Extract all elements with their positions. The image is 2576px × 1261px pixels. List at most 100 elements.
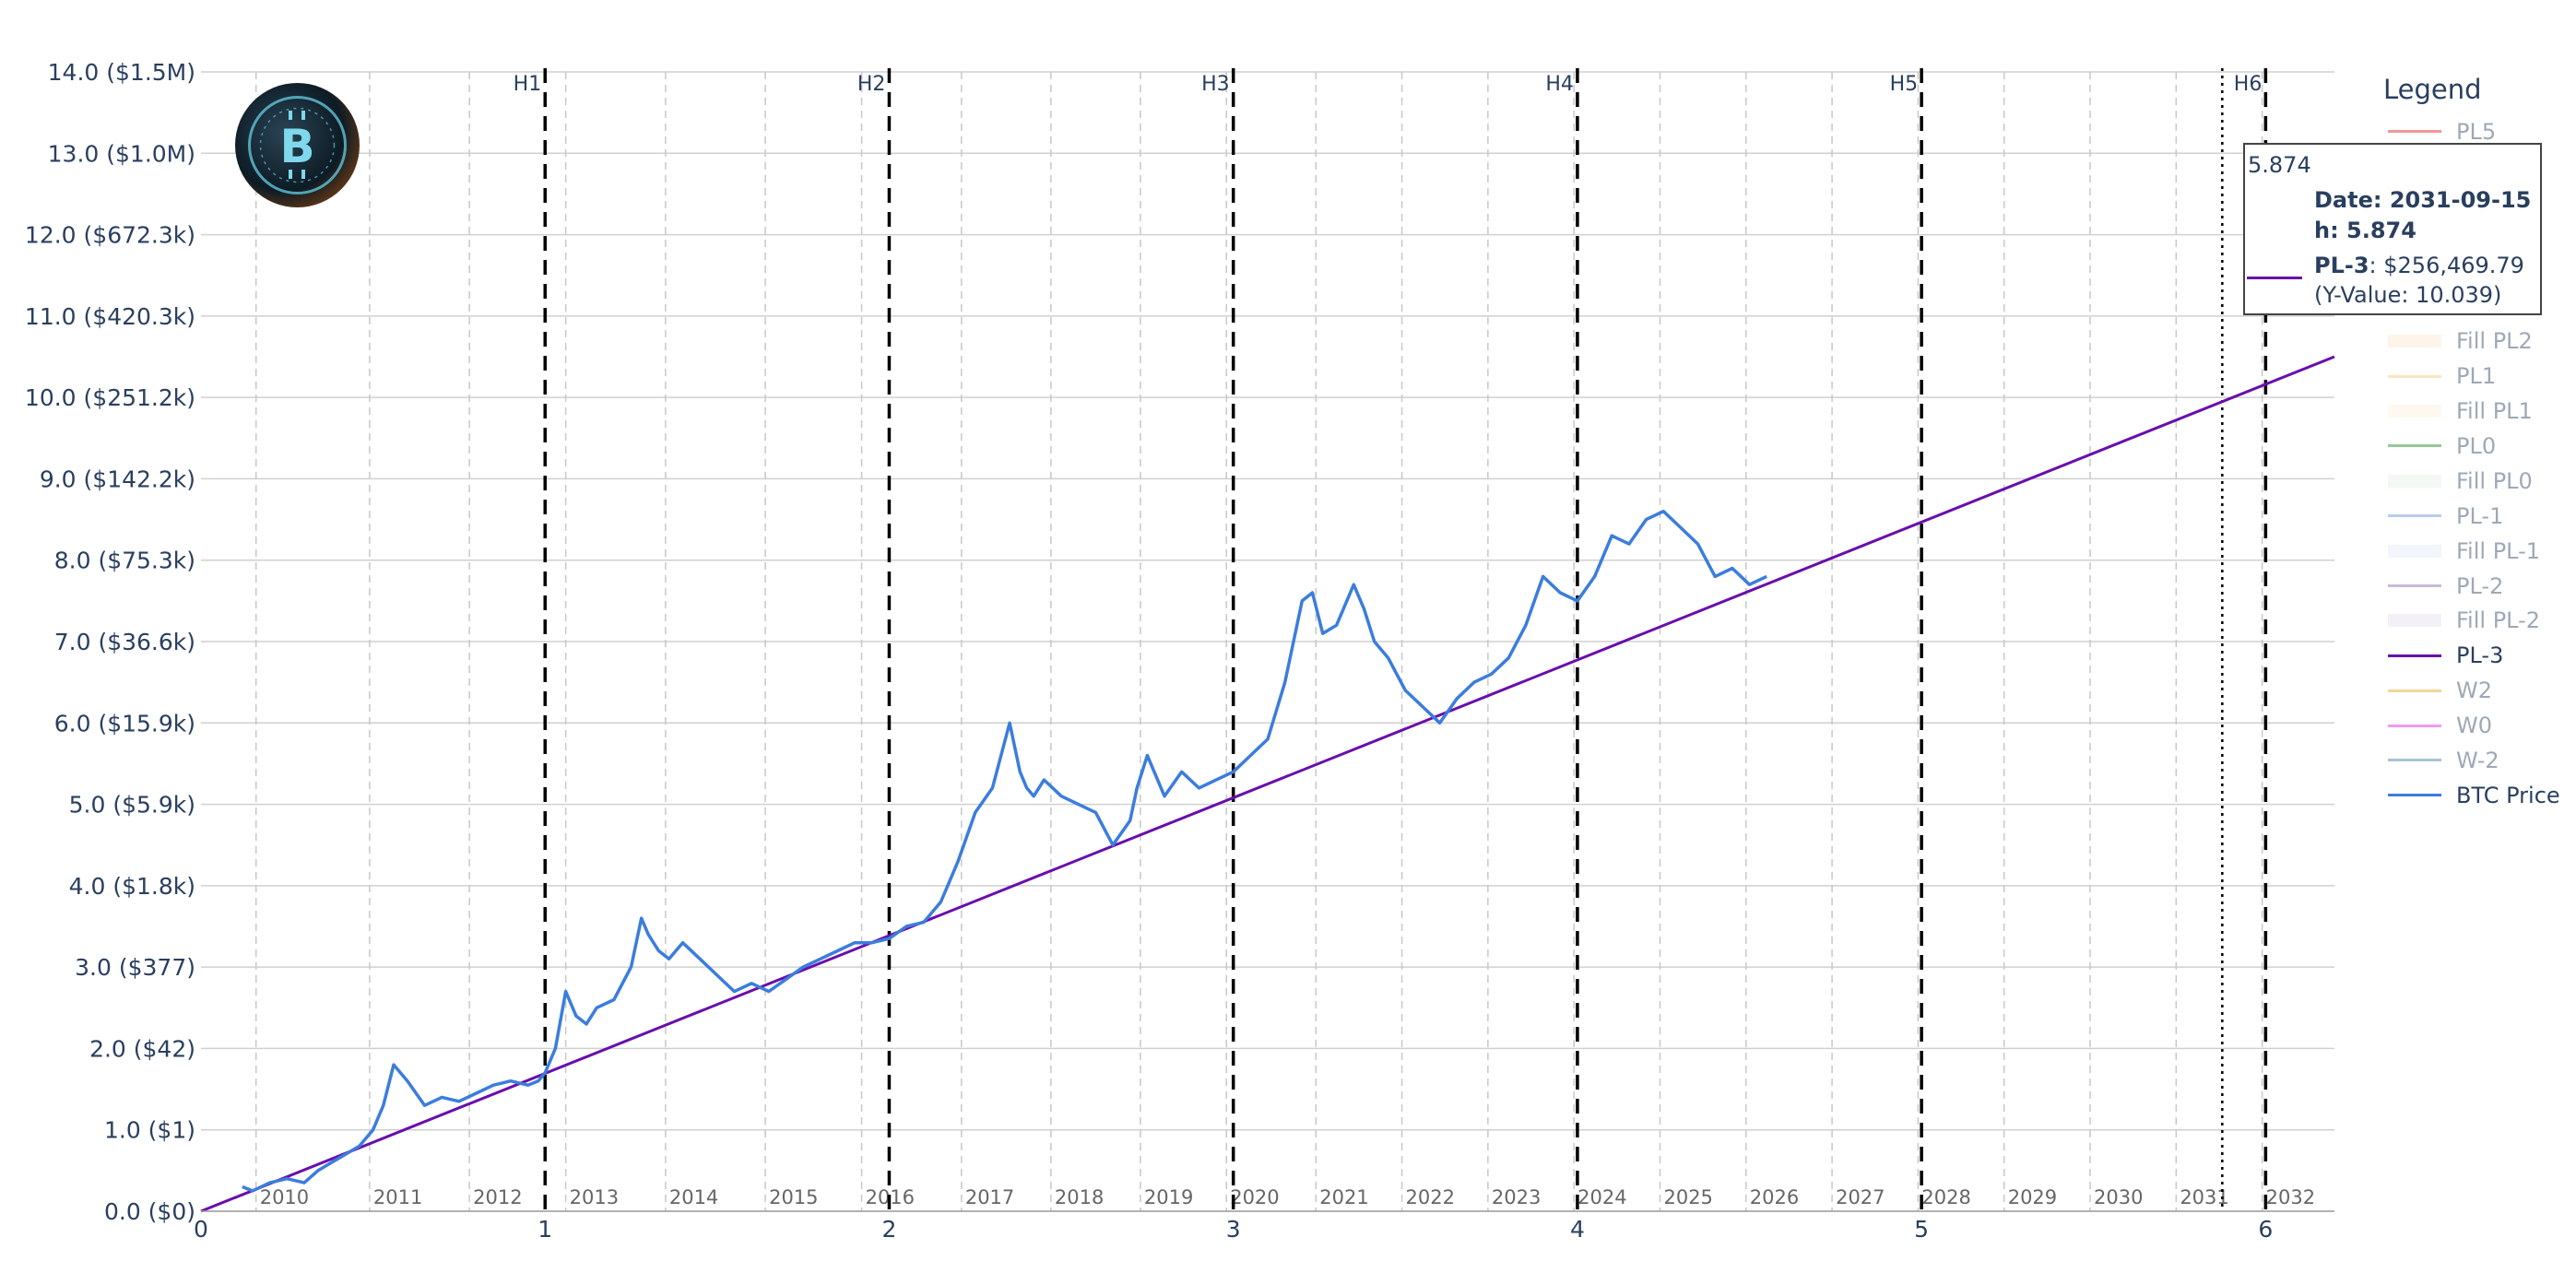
year-tick-label-22: 2032 (2266, 1186, 2315, 1208)
x-tick-label-3: 3 (1226, 1216, 1241, 1243)
legend-item-fill-pl0[interactable]: Fill PL0 (2383, 464, 2572, 499)
year-tick-label-9: 2019 (1144, 1186, 1193, 1208)
x-tick-label-5: 5 (1914, 1216, 1929, 1243)
legend-label: PL-2 (2456, 572, 2504, 599)
year-tick-label-15: 2025 (1663, 1186, 1712, 1208)
btc-price-line (242, 509, 1767, 1193)
legend-item-fill-pl1[interactable]: Fill PL1 (2383, 394, 2572, 429)
legend-swatch (2388, 130, 2441, 134)
legend-swatch (2388, 514, 2441, 518)
legend-swatch (2388, 544, 2441, 558)
tooltip-date: Date: 2031-09-15 (2314, 187, 2532, 213)
legend-swatch (2388, 724, 2441, 727)
year-tick-label-21: 2031 (2180, 1186, 2228, 1208)
tooltip-series-swatch (2247, 277, 2302, 279)
x-tick-label-2: 2 (881, 1216, 896, 1243)
halving-label-6: H6 (2234, 73, 2263, 96)
hover-tooltip: 5.874 Date: 2031-09-15 h: 5.874 PL-3: $2… (2243, 143, 2542, 315)
year-tick-label-0: 2010 (260, 1186, 309, 1208)
legend-label: Fill PL-2 (2456, 607, 2541, 634)
legend-label: PL-3 (2456, 642, 2504, 669)
y-tick-label-5: 5.0 ($5.9k) (69, 792, 195, 819)
y-tick-label-6: 6.0 ($15.9k) (54, 710, 195, 737)
legend-swatch (2388, 374, 2441, 378)
legend-item-fill-pl2[interactable]: Fill PL2 (2383, 324, 2572, 359)
legend-item-pl-1[interactable]: PL-1 (2383, 499, 2572, 534)
year-tick-label-14: 2024 (1578, 1186, 1626, 1208)
year-tick-label-10: 2020 (1230, 1186, 1279, 1208)
legend-swatch (2388, 584, 2441, 588)
legend-label: W-2 (2456, 747, 2499, 773)
legend-item-btc-price[interactable]: BTC Price (2383, 778, 2572, 813)
x-tick-label-0: 0 (194, 1216, 208, 1243)
legend-item-pl-3[interactable]: PL-3 (2383, 638, 2572, 673)
legend-swatch (2388, 444, 2441, 448)
legend-item-pl1[interactable]: PL1 (2383, 359, 2572, 394)
x-tick-label-6: 6 (2258, 1216, 2273, 1243)
year-tick-label-1: 2011 (373, 1186, 422, 1208)
x-tick-label-1: 1 (538, 1216, 552, 1243)
legend-label: W0 (2456, 713, 2492, 739)
legend-item-w0[interactable]: W0 (2383, 708, 2572, 743)
legend-label: PL5 (2456, 118, 2497, 145)
halving-label-4: H4 (1545, 73, 1574, 96)
legend-item-fill-pl-1[interactable]: Fill PL-1 (2383, 534, 2572, 569)
y-tick-label-7: 7.0 ($36.6k) (54, 629, 195, 655)
y-tick-label-0: 0.0 ($0) (104, 1198, 195, 1225)
y-tick-label-14: 14.0 ($1.5M) (48, 59, 195, 86)
legend-label: Fill PL0 (2456, 467, 2533, 494)
legend-item-w-2[interactable]: W-2 (2383, 743, 2572, 778)
legend-item-w2[interactable]: W2 (2383, 673, 2572, 708)
year-tick-label-8: 2018 (1055, 1186, 1104, 1208)
y-tick-label-10: 10.0 ($251.2k) (25, 384, 195, 411)
legend-item-pl5[interactable]: PL5 (2383, 114, 2572, 149)
year-tick-label-7: 2017 (965, 1186, 1014, 1208)
year-tick-label-19: 2029 (2008, 1186, 2057, 1208)
year-tick-label-17: 2027 (1836, 1186, 1885, 1208)
y-tick-label-1: 1.0 ($1) (104, 1117, 195, 1144)
bitcoin-logo: B (235, 83, 360, 207)
legend-swatch (2388, 405, 2441, 418)
legend-label: PL-1 (2456, 502, 2504, 529)
year-tick-label-20: 2030 (2094, 1186, 2143, 1208)
legend-label: BTC Price (2456, 782, 2560, 808)
year-tick-label-12: 2022 (1406, 1186, 1455, 1208)
tooltip-series-name: PL-3 (2314, 253, 2369, 278)
tooltip-h: h: 5.874 (2314, 218, 2416, 243)
legend-title: Legend (2383, 74, 2482, 105)
legend-item-fill-pl-2[interactable]: Fill PL-2 (2383, 603, 2572, 638)
legend-label: W2 (2456, 678, 2492, 704)
y-tick-label-12: 12.0 ($672.3k) (25, 222, 195, 249)
tooltip-y-value: (Y-Value: 10.039) (2314, 282, 2502, 308)
y-tick-label-3: 3.0 ($377) (75, 954, 195, 981)
legend-item-pl0[interactable]: PL0 (2383, 429, 2572, 464)
y-tick-label-2: 2.0 ($42) (89, 1035, 195, 1062)
y-tick-label-11: 11.0 ($420.3k) (25, 303, 195, 330)
y-tick-label-13: 13.0 ($1.0M) (48, 140, 195, 167)
legend-label: PL1 (2456, 363, 2497, 390)
legend-swatch (2388, 654, 2441, 657)
legend-swatch (2388, 335, 2441, 348)
svg-text:B: B (279, 120, 314, 173)
y-tick-label-9: 9.0 ($142.2k) (40, 466, 195, 492)
legend-swatch (2388, 474, 2441, 488)
tooltip-value-text: : $256,469.79 (2369, 253, 2524, 278)
legend-swatch (2388, 794, 2441, 797)
year-tick-label-18: 2028 (1921, 1186, 1970, 1208)
year-tick-label-2: 2012 (473, 1186, 522, 1208)
year-tick-label-13: 2023 (1492, 1186, 1541, 1208)
legend-label: PL0 (2456, 432, 2497, 459)
legend-label: Fill PL-1 (2456, 537, 2541, 564)
year-tick-label-5: 2015 (769, 1186, 818, 1208)
legend-swatch (2388, 759, 2441, 762)
year-tick-label-11: 2021 (1319, 1186, 1368, 1208)
y-tick-label-4: 4.0 ($1.8k) (69, 873, 195, 900)
legend-label: Fill PL2 (2456, 328, 2533, 355)
halving-label-5: H5 (1890, 73, 1919, 96)
legend-item-pl-2[interactable]: PL-2 (2383, 569, 2572, 604)
halving-label-1: H1 (514, 73, 542, 96)
halving-label-3: H3 (1201, 73, 1230, 96)
legend-swatch (2388, 689, 2441, 692)
